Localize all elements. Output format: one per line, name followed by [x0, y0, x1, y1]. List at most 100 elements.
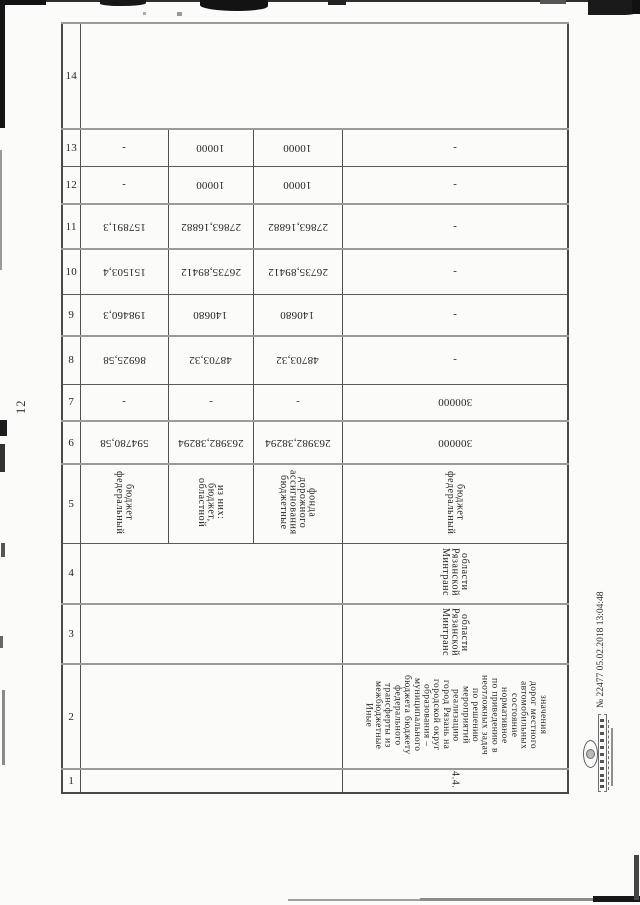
label-federal-budget: федеральный бюджет — [114, 470, 135, 534]
scan-artifact-bottom-edge — [420, 898, 595, 901]
value-cell: 10000 — [252, 128, 342, 166]
item44-number-cell: 4.4. — [341, 768, 568, 793]
value-roadfund-c9: 140680 — [280, 308, 315, 321]
col-number-6: 6 — [61, 420, 80, 464]
band-col13: 13 - 10000 10000 - — [61, 128, 568, 166]
col-number-2: 2 — [61, 663, 80, 769]
value-cell: - — [341, 128, 568, 166]
value-roadfund-c10: 26735,89412 — [267, 265, 328, 278]
value-cell: 10000 — [167, 128, 253, 166]
scan-artifact-left-edge — [0, 0, 5, 128]
band-col8: 8 86925,58 48703,32 48703,32 - — [61, 335, 568, 384]
value-cell: - — [341, 335, 568, 384]
col-number-12: 12 — [61, 165, 80, 204]
value-oblast-c10: 26735,89412 — [180, 265, 241, 278]
scan-artifact-right-edge — [632, 0, 640, 14]
executor-mintrans-col4: Минтранс Рязанской области — [440, 547, 470, 596]
band-col10: 10 151503,4 26735,89412 26735,89412 - — [61, 248, 568, 294]
band-col2-name: 2 Иные межбюджетные трансферты из федера… — [61, 663, 568, 769]
value-cell: 26735,89412 — [252, 248, 342, 294]
value-cell: 86925,58 — [79, 335, 168, 384]
item44-name-cell: Иные межбюджетные трансферты из федераль… — [341, 663, 568, 769]
col-number-14: 14 — [61, 22, 80, 129]
scan-artifact — [540, 0, 566, 4]
band-col5-budget-labels: 5 федеральный бюджет областной бюджет, и… — [61, 463, 568, 543]
value-cell: - — [341, 248, 568, 294]
value-cell: 157891,3 — [79, 203, 168, 249]
value-federal-c13: - — [122, 141, 126, 154]
scan-artifact-left-edge — [0, 420, 7, 436]
value-federal-c9: 198460,3 — [102, 308, 146, 321]
label-cell: федеральный бюджет — [79, 463, 168, 543]
item44-name-text: Иные межбюджетные трансферты из федераль… — [363, 674, 548, 756]
executor-mintrans-col3: Минтранс Рязанской области — [440, 608, 470, 657]
registration-stamp-text: № 22477 05.02.2018 13:04:48 — [596, 591, 606, 708]
value-cell: - — [79, 383, 168, 421]
scan-artifact-left-edge — [0, 636, 3, 648]
value-oblast-c9: 140680 — [193, 308, 228, 321]
value-cell: - — [79, 165, 168, 204]
value-cell: - — [341, 203, 568, 249]
label-road-fund: бюджетные ассигнования дорожного фонда — [278, 469, 318, 535]
band-col7: 7 - - - 300000 — [61, 383, 568, 421]
scan-artifact — [0, 0, 46, 5]
col-number-9: 9 — [61, 293, 80, 336]
value-cell: 263982,38294 — [252, 420, 342, 464]
value-cell: 300000 — [341, 420, 568, 464]
value-cell: - — [167, 383, 253, 421]
value-roadfund-c11: 27863,16882 — [267, 220, 328, 233]
registration-stamp: № 22477 05.02.2018 13:04:48 — [596, 582, 620, 708]
value-oblast-c6: 263982,38294 — [177, 436, 244, 449]
value-cell: 300000 — [341, 383, 568, 421]
empty-merged-cell — [79, 22, 568, 129]
label-cell: бюджетные ассигнования дорожного фонда — [252, 463, 342, 543]
empty-merged-cell — [79, 603, 342, 664]
band-col11: 11 157891,3 27863,16882 27863,16882 - — [61, 203, 568, 249]
value-cell: 27863,16882 — [167, 203, 253, 249]
value-cell: 140680 — [252, 293, 342, 336]
value-item44-c10: - — [452, 265, 457, 278]
value-roadfund-c8: 48703,32 — [276, 354, 319, 367]
value-cell: 10000 — [252, 165, 342, 204]
value-cell: 151503,4 — [79, 248, 168, 294]
value-cell: 48703,32 — [252, 335, 342, 384]
band-col3-executor: 3 Минтранс Рязанской области — [61, 603, 568, 664]
value-cell: 10000 — [167, 165, 253, 204]
value-oblast-c7: - — [208, 396, 213, 409]
value-federal-c12: - — [122, 178, 126, 191]
band-col4-executor: 4 Минтранс Рязанской области — [61, 542, 568, 604]
value-cell: - — [79, 128, 168, 166]
col-number-11: 11 — [61, 203, 80, 249]
empty-merged-cell — [79, 542, 342, 604]
band-col1-number: 1 4.4. — [61, 768, 568, 793]
label-cell: федеральный бюджет — [341, 463, 568, 543]
value-cell: 198460,3 — [79, 293, 168, 336]
scan-artifact — [328, 0, 346, 5]
value-federal-c6: 594780,58 — [99, 436, 149, 449]
scan-artifact-left-edge — [0, 150, 2, 270]
col-number-13: 13 — [61, 128, 80, 166]
value-cell: - — [252, 383, 342, 421]
item44-number: 4.4. — [449, 770, 461, 789]
label-item44-federal-budget: федеральный бюджет — [444, 470, 466, 534]
scan-artifact-left-edge — [2, 690, 5, 765]
label-cell: областной бюджет, из них: — [167, 463, 253, 543]
scan-artifact-left-edge — [1, 543, 5, 557]
value-item44-c8: - — [452, 354, 457, 367]
scan-artifact — [177, 12, 182, 16]
ink-stamp-emblem-icon — [583, 714, 615, 794]
band-col9: 9 198460,3 140680 140680 - — [61, 293, 568, 336]
col-number-4: 4 — [61, 542, 80, 604]
value-cell: - — [341, 165, 568, 204]
value-oblast-c13: 10000 — [196, 141, 225, 154]
empty-merged-cell — [79, 663, 342, 769]
scan-artifact-left-edge — [0, 444, 5, 472]
col-number-8: 8 — [61, 335, 80, 384]
scan-artifact — [100, 0, 146, 6]
value-federal-c7: - — [122, 396, 126, 409]
value-roadfund-c12: 10000 — [283, 178, 312, 191]
value-federal-c10: 151503,4 — [102, 265, 146, 278]
value-oblast-c8: 48703,32 — [189, 354, 232, 367]
value-cell: 27863,16882 — [252, 203, 342, 249]
value-roadfund-c7: - — [295, 396, 300, 409]
